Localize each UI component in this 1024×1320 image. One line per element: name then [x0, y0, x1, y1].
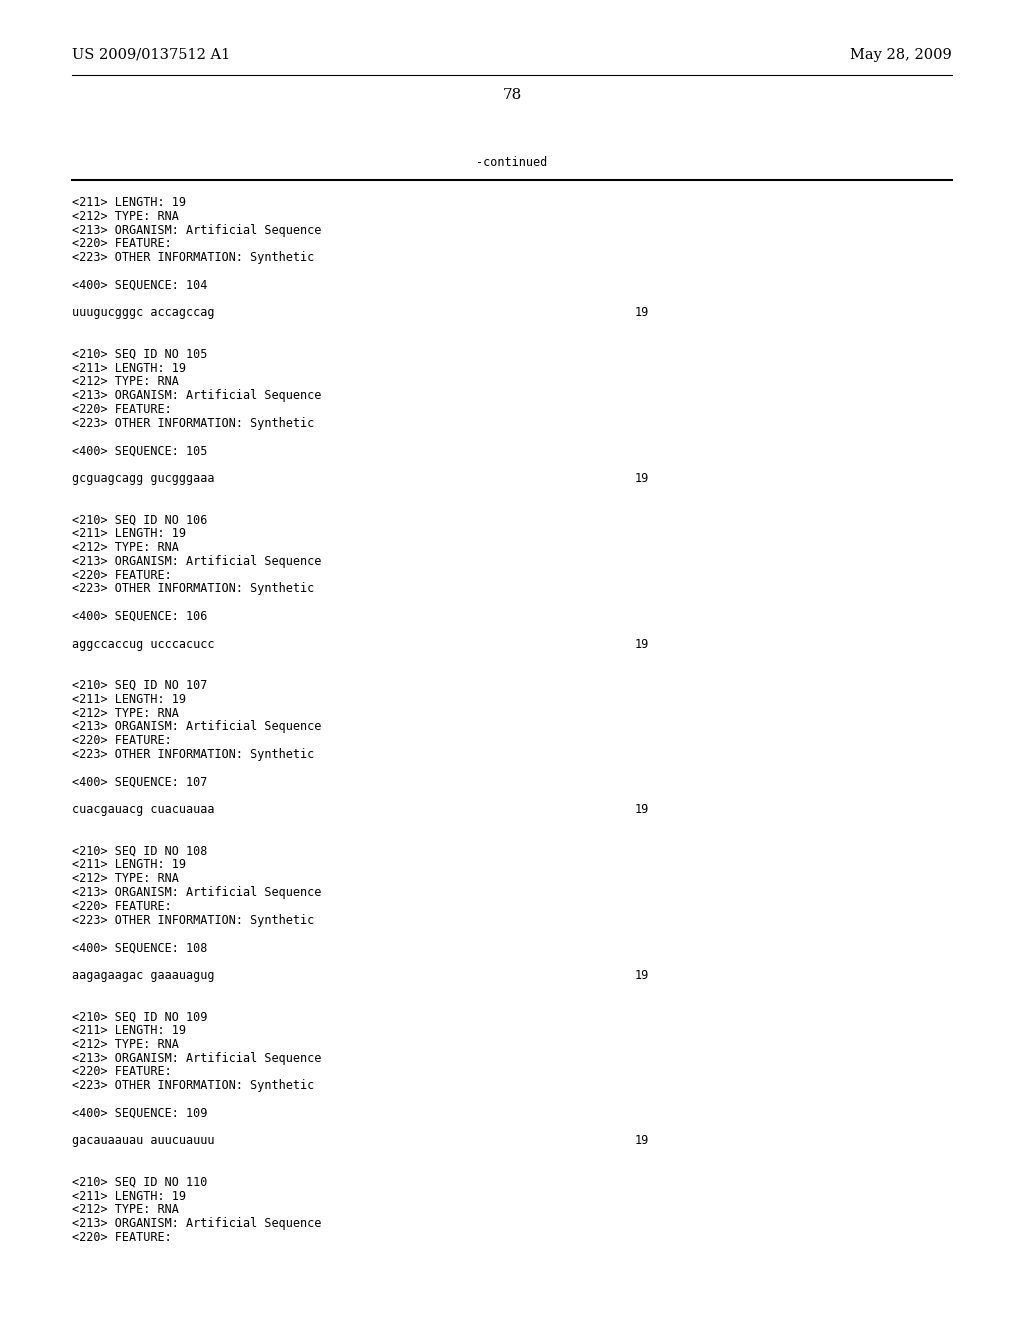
Text: <212> TYPE: RNA: <212> TYPE: RNA: [72, 375, 179, 388]
Text: cuacgauacg cuacuauaa: cuacgauacg cuacuauaa: [72, 803, 214, 816]
Text: <212> TYPE: RNA: <212> TYPE: RNA: [72, 210, 179, 223]
Text: <220> FEATURE:: <220> FEATURE:: [72, 569, 172, 582]
Text: 19: 19: [635, 638, 649, 651]
Text: <223> OTHER INFORMATION: Synthetic: <223> OTHER INFORMATION: Synthetic: [72, 582, 314, 595]
Text: <213> ORGANISM: Artificial Sequence: <213> ORGANISM: Artificial Sequence: [72, 554, 322, 568]
Text: <213> ORGANISM: Artificial Sequence: <213> ORGANISM: Artificial Sequence: [72, 223, 322, 236]
Text: 19: 19: [635, 1134, 649, 1147]
Text: <223> OTHER INFORMATION: Synthetic: <223> OTHER INFORMATION: Synthetic: [72, 251, 314, 264]
Text: <212> TYPE: RNA: <212> TYPE: RNA: [72, 706, 179, 719]
Text: 19: 19: [635, 473, 649, 484]
Text: <400> SEQUENCE: 106: <400> SEQUENCE: 106: [72, 610, 208, 623]
Text: <210> SEQ ID NO 106: <210> SEQ ID NO 106: [72, 513, 208, 527]
Text: <211> LENGTH: 19: <211> LENGTH: 19: [72, 527, 186, 540]
Text: <212> TYPE: RNA: <212> TYPE: RNA: [72, 873, 179, 886]
Text: May 28, 2009: May 28, 2009: [850, 48, 952, 62]
Text: <220> FEATURE:: <220> FEATURE:: [72, 238, 172, 251]
Text: <211> LENGTH: 19: <211> LENGTH: 19: [72, 1024, 186, 1038]
Text: <220> FEATURE:: <220> FEATURE:: [72, 734, 172, 747]
Text: <223> OTHER INFORMATION: Synthetic: <223> OTHER INFORMATION: Synthetic: [72, 748, 314, 762]
Text: <213> ORGANISM: Artificial Sequence: <213> ORGANISM: Artificial Sequence: [72, 886, 322, 899]
Text: uuugucgggc accagccag: uuugucgggc accagccag: [72, 306, 214, 319]
Text: 19: 19: [635, 306, 649, 319]
Text: <212> TYPE: RNA: <212> TYPE: RNA: [72, 1038, 179, 1051]
Text: <210> SEQ ID NO 105: <210> SEQ ID NO 105: [72, 347, 208, 360]
Text: US 2009/0137512 A1: US 2009/0137512 A1: [72, 48, 230, 62]
Text: <213> ORGANISM: Artificial Sequence: <213> ORGANISM: Artificial Sequence: [72, 721, 322, 734]
Text: <211> LENGTH: 19: <211> LENGTH: 19: [72, 858, 186, 871]
Text: <213> ORGANISM: Artificial Sequence: <213> ORGANISM: Artificial Sequence: [72, 1052, 322, 1065]
Text: <211> LENGTH: 19: <211> LENGTH: 19: [72, 693, 186, 706]
Text: <223> OTHER INFORMATION: Synthetic: <223> OTHER INFORMATION: Synthetic: [72, 913, 314, 927]
Text: <210> SEQ ID NO 110: <210> SEQ ID NO 110: [72, 1176, 208, 1189]
Text: gacauaauau auucuauuu: gacauaauau auucuauuu: [72, 1134, 214, 1147]
Text: <220> FEATURE:: <220> FEATURE:: [72, 900, 172, 913]
Text: <212> TYPE: RNA: <212> TYPE: RNA: [72, 1204, 179, 1217]
Text: 78: 78: [503, 88, 521, 102]
Text: <220> FEATURE:: <220> FEATURE:: [72, 1232, 172, 1243]
Text: <220> FEATURE:: <220> FEATURE:: [72, 1065, 172, 1078]
Text: <210> SEQ ID NO 107: <210> SEQ ID NO 107: [72, 678, 208, 692]
Text: gcguagcagg gucgggaaa: gcguagcagg gucgggaaa: [72, 473, 214, 484]
Text: 19: 19: [635, 969, 649, 982]
Text: <223> OTHER INFORMATION: Synthetic: <223> OTHER INFORMATION: Synthetic: [72, 1080, 314, 1092]
Text: <213> ORGANISM: Artificial Sequence: <213> ORGANISM: Artificial Sequence: [72, 1217, 322, 1230]
Text: <400> SEQUENCE: 108: <400> SEQUENCE: 108: [72, 941, 208, 954]
Text: <220> FEATURE:: <220> FEATURE:: [72, 403, 172, 416]
Text: <212> TYPE: RNA: <212> TYPE: RNA: [72, 541, 179, 554]
Text: <210> SEQ ID NO 109: <210> SEQ ID NO 109: [72, 1010, 208, 1023]
Text: 19: 19: [635, 803, 649, 816]
Text: <213> ORGANISM: Artificial Sequence: <213> ORGANISM: Artificial Sequence: [72, 389, 322, 403]
Text: <400> SEQUENCE: 109: <400> SEQUENCE: 109: [72, 1106, 208, 1119]
Text: <223> OTHER INFORMATION: Synthetic: <223> OTHER INFORMATION: Synthetic: [72, 417, 314, 430]
Text: <210> SEQ ID NO 108: <210> SEQ ID NO 108: [72, 845, 208, 858]
Text: -continued: -continued: [476, 157, 548, 169]
Text: <400> SEQUENCE: 105: <400> SEQUENCE: 105: [72, 445, 208, 458]
Text: aggccaccug ucccacucc: aggccaccug ucccacucc: [72, 638, 214, 651]
Text: <400> SEQUENCE: 104: <400> SEQUENCE: 104: [72, 279, 208, 292]
Text: <211> LENGTH: 19: <211> LENGTH: 19: [72, 1189, 186, 1203]
Text: <211> LENGTH: 19: <211> LENGTH: 19: [72, 362, 186, 375]
Text: <400> SEQUENCE: 107: <400> SEQUENCE: 107: [72, 776, 208, 788]
Text: aagagaagac gaaauagug: aagagaagac gaaauagug: [72, 969, 214, 982]
Text: <211> LENGTH: 19: <211> LENGTH: 19: [72, 195, 186, 209]
